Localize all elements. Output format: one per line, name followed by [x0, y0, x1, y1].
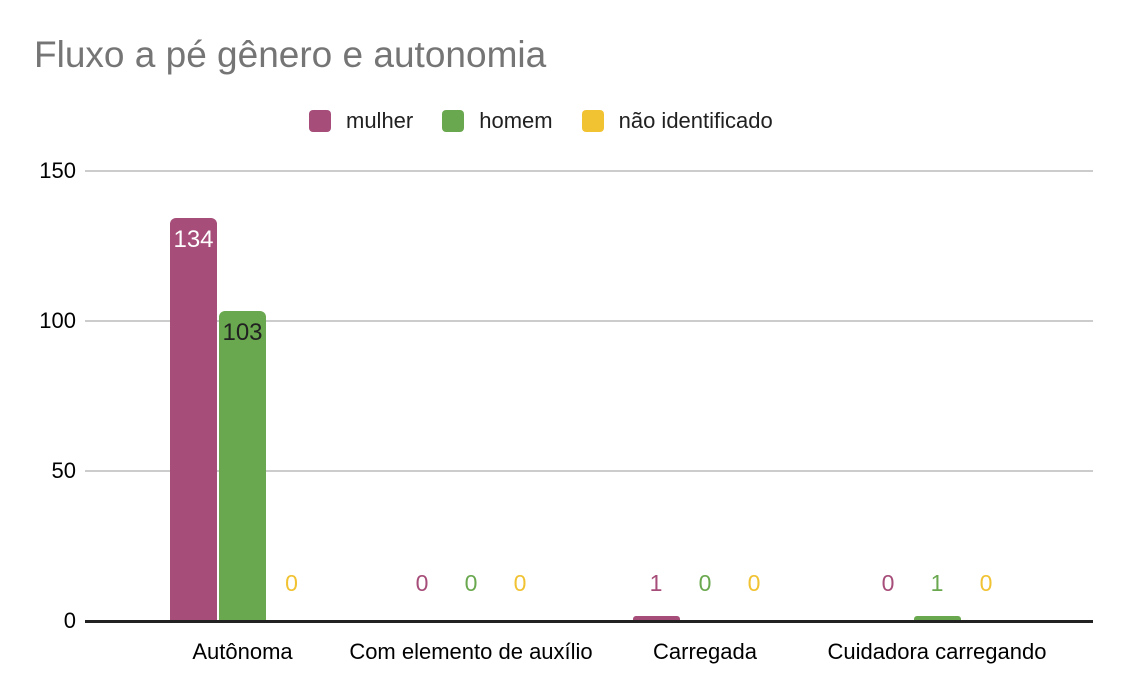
value-label: 0: [698, 570, 712, 596]
gridline: [85, 320, 1093, 322]
value-label: 134: [173, 226, 214, 253]
x-axis-label: Carregada: [653, 639, 757, 664]
legend-label: mulher: [346, 108, 414, 133]
x-axis-label: Autônoma: [192, 639, 293, 664]
x-axis-line: [85, 620, 1093, 623]
legend-label: não identificado: [618, 108, 773, 133]
value-label: 103: [222, 319, 263, 346]
bar: [913, 616, 961, 620]
legend-item: mulher: [309, 108, 413, 134]
value-label: 0: [979, 570, 993, 596]
y-tick-label: 100: [39, 308, 76, 333]
bar: [632, 616, 680, 620]
y-tick-label: 0: [63, 608, 76, 633]
value-label: 0: [415, 570, 429, 596]
legend-swatch-icon: [309, 110, 331, 132]
gridline: [85, 470, 1093, 472]
y-tick-label: 150: [39, 158, 76, 183]
legend-item: homem: [442, 108, 553, 134]
legend-swatch-icon: [442, 110, 465, 132]
value-label: 0: [513, 570, 527, 596]
value-label: 1: [930, 570, 944, 596]
legend-swatch-icon: [581, 110, 604, 132]
legend-label: homem: [479, 108, 553, 133]
bar: [219, 311, 266, 620]
value-label: 0: [747, 570, 761, 596]
value-label: 1: [649, 570, 663, 596]
gridline: [85, 170, 1093, 172]
y-tick-label: 50: [51, 458, 76, 483]
legend-item: não identificado: [581, 108, 773, 134]
value-label: 0: [464, 570, 478, 596]
chart-title: Fluxo a pé gênero e autonomia: [34, 34, 547, 75]
x-axis-label: Cuidadora carregando: [827, 639, 1047, 664]
x-axis-label: Com elemento de auxílio: [349, 639, 593, 664]
value-label: 0: [881, 570, 895, 596]
bar: [170, 218, 217, 620]
legend: mulher homem não identificado: [309, 108, 773, 134]
value-label: 0: [285, 570, 298, 596]
